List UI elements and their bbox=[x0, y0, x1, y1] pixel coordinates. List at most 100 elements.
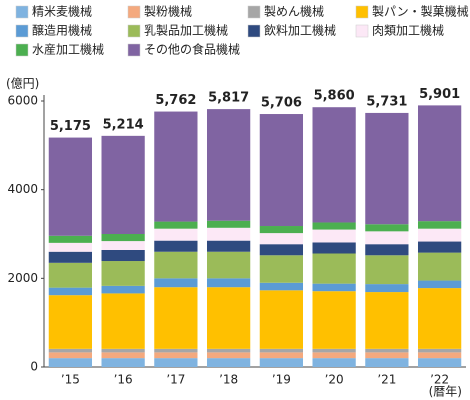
x-tick-label: ’15 bbox=[61, 373, 80, 387]
bar-segment bbox=[417, 105, 462, 222]
bar-segment bbox=[417, 358, 462, 367]
bar-segment bbox=[365, 358, 409, 367]
bar-segment bbox=[365, 352, 409, 359]
x-tick-label: ’19 bbox=[272, 373, 291, 387]
bar-segment bbox=[101, 293, 145, 349]
legend-label: 飲料加工機械 bbox=[264, 23, 336, 38]
bar-segment bbox=[154, 221, 198, 229]
legend-label: 製粉機械 bbox=[144, 4, 192, 19]
legend-swatch bbox=[247, 5, 261, 19]
total-label: 5,901 bbox=[419, 87, 460, 102]
bar-segment bbox=[154, 278, 198, 288]
bar-segment bbox=[259, 226, 304, 234]
bar-segment bbox=[365, 348, 409, 353]
bar-segment bbox=[206, 287, 251, 349]
bar-segment bbox=[312, 358, 356, 367]
bar-segment bbox=[48, 358, 93, 367]
bar-segment bbox=[365, 244, 409, 256]
bar-segment bbox=[312, 283, 356, 292]
legend-label: 醸造用機械 bbox=[32, 23, 92, 38]
bar-segment bbox=[259, 282, 304, 291]
bar-segment bbox=[417, 352, 462, 359]
bar-segment bbox=[206, 352, 251, 359]
bar-segment bbox=[365, 224, 409, 232]
bar-segment bbox=[259, 244, 304, 256]
bar-segment bbox=[259, 255, 304, 283]
bar-segment bbox=[48, 137, 93, 236]
bar-segment bbox=[312, 291, 356, 349]
x-tick-label: ’20 bbox=[325, 373, 344, 387]
total-label: 5,706 bbox=[261, 96, 302, 111]
bar-segment bbox=[312, 242, 356, 254]
bar-segment bbox=[206, 348, 251, 353]
legend-swatch bbox=[127, 43, 141, 57]
bar-segment bbox=[365, 284, 409, 293]
bar-segment bbox=[48, 287, 93, 296]
legend-label: 水産加工機械 bbox=[32, 42, 104, 57]
bar-segment bbox=[101, 352, 145, 359]
bar-segment bbox=[259, 290, 304, 349]
bar-segment bbox=[259, 348, 304, 353]
bar-segment bbox=[48, 262, 93, 288]
bar-segment bbox=[101, 234, 145, 242]
bar-segment bbox=[48, 295, 93, 349]
bar-segment bbox=[206, 240, 251, 252]
total-label: 5,214 bbox=[103, 117, 144, 132]
legend-swatch bbox=[127, 24, 141, 38]
bar-segment bbox=[101, 241, 145, 250]
bar-segment bbox=[101, 135, 145, 234]
bar-segment bbox=[101, 285, 145, 294]
bar-segment bbox=[206, 109, 251, 221]
legend-label: 乳製品加工機械 bbox=[144, 23, 228, 38]
y-tick-label: 2000 bbox=[7, 271, 38, 285]
bar-segment bbox=[154, 358, 198, 367]
total-label: 5,817 bbox=[208, 91, 249, 106]
bar-segment bbox=[259, 233, 304, 245]
bar-segment bbox=[206, 220, 251, 228]
bar-segment bbox=[206, 278, 251, 288]
bar-segment bbox=[101, 249, 145, 262]
legend-label: 精米麦機械 bbox=[32, 4, 92, 19]
bar-segment bbox=[417, 348, 462, 353]
legend-swatch bbox=[15, 5, 29, 19]
legend-label: 肉類加工機械 bbox=[372, 23, 444, 38]
y-tick-label: 6000 bbox=[7, 94, 38, 108]
bar-segment bbox=[417, 221, 462, 229]
legend-label: 製パン・製菓機械 bbox=[372, 4, 469, 19]
bar-segment bbox=[154, 352, 198, 359]
bar-segment bbox=[417, 241, 462, 253]
bar-segment bbox=[154, 287, 198, 349]
bar-segment bbox=[312, 253, 356, 284]
bar-segment bbox=[206, 251, 251, 279]
x-tick-label: ’21 bbox=[377, 373, 396, 387]
bar-segment bbox=[312, 222, 356, 230]
bar-segment bbox=[101, 348, 145, 353]
y-tick-label: 4000 bbox=[7, 182, 38, 196]
legend-swatch bbox=[247, 24, 261, 38]
bar-segment bbox=[101, 261, 145, 286]
bar-segment bbox=[365, 112, 409, 225]
bar-segment bbox=[365, 255, 409, 285]
legend-label: その他の食品機械 bbox=[144, 42, 240, 57]
bar-segment bbox=[48, 352, 93, 359]
bar-segment bbox=[48, 251, 93, 263]
bar-segment bbox=[417, 252, 462, 281]
total-label: 5,762 bbox=[155, 93, 196, 108]
bar-segment bbox=[154, 111, 198, 222]
bar-segment bbox=[154, 348, 198, 353]
total-label: 5,731 bbox=[366, 94, 407, 109]
bar-segment bbox=[312, 348, 356, 353]
bar-segment bbox=[154, 251, 198, 279]
x-tick-label: ’17 bbox=[166, 373, 185, 387]
bar-segment bbox=[206, 358, 251, 367]
legend-swatch bbox=[355, 24, 369, 38]
bar-segment bbox=[259, 358, 304, 367]
x-tick-label: ’16 bbox=[114, 373, 133, 387]
bar-segment bbox=[48, 235, 93, 243]
bar-segment bbox=[48, 348, 93, 353]
legend-swatch bbox=[15, 24, 29, 38]
bar-segment bbox=[312, 352, 356, 359]
y-axis-label: (億円) bbox=[6, 77, 39, 91]
total-label: 5,860 bbox=[314, 89, 355, 104]
